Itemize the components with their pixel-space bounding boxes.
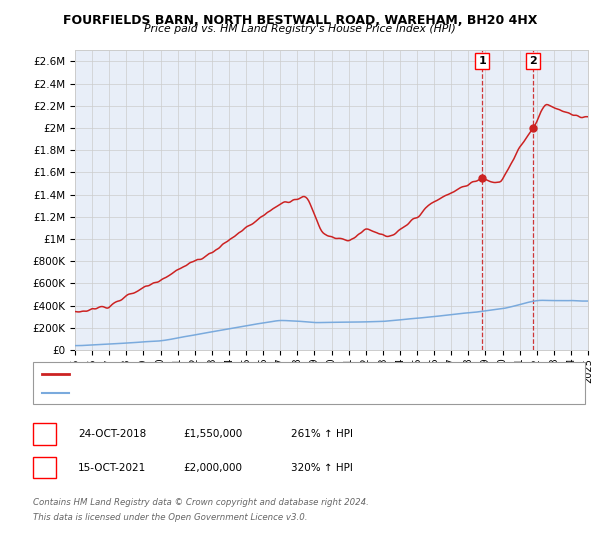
Text: 15-OCT-2021: 15-OCT-2021 <box>78 463 146 473</box>
Text: 1: 1 <box>41 429 48 439</box>
Text: 24-OCT-2018: 24-OCT-2018 <box>78 429 146 439</box>
Text: £1,550,000: £1,550,000 <box>183 429 242 439</box>
Text: 2: 2 <box>529 56 537 66</box>
Text: £2,000,000: £2,000,000 <box>183 463 242 473</box>
Text: 1: 1 <box>478 56 486 66</box>
Text: 320% ↑ HPI: 320% ↑ HPI <box>291 463 353 473</box>
Text: This data is licensed under the Open Government Licence v3.0.: This data is licensed under the Open Gov… <box>33 513 308 522</box>
Text: FOURFIELDS BARN, NORTH BESTWALL ROAD, WAREHAM, BH20 4HX: FOURFIELDS BARN, NORTH BESTWALL ROAD, WA… <box>63 14 537 27</box>
Text: 261% ↑ HPI: 261% ↑ HPI <box>291 429 353 439</box>
Text: HPI: Average price, detached house, Dorset: HPI: Average price, detached house, Dors… <box>75 389 272 398</box>
Text: 2: 2 <box>41 463 48 473</box>
Text: Contains HM Land Registry data © Crown copyright and database right 2024.: Contains HM Land Registry data © Crown c… <box>33 498 369 507</box>
Text: Price paid vs. HM Land Registry's House Price Index (HPI): Price paid vs. HM Land Registry's House … <box>144 24 456 34</box>
Text: FOURFIELDS BARN, NORTH BESTWALL ROAD, WAREHAM, BH20 4HX (detached house): FOURFIELDS BARN, NORTH BESTWALL ROAD, WA… <box>75 369 462 378</box>
